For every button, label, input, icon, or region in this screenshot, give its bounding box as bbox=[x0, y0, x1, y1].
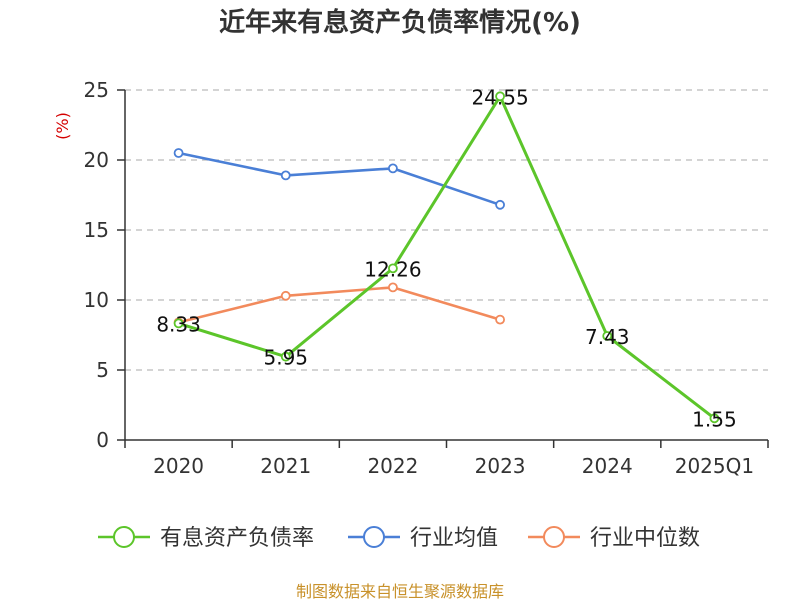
y-tick-label: 15 bbox=[84, 218, 109, 242]
grid-lines bbox=[125, 89, 768, 371]
series-layer bbox=[173, 91, 720, 424]
data-point bbox=[709, 413, 720, 424]
legend-label: 行业中位数 bbox=[590, 526, 700, 551]
data-label: 7.43 bbox=[585, 325, 630, 349]
data-labels: 8.33 5.95 12.26 24.55 7.43 1.55 bbox=[156, 85, 736, 431]
series-line-2 bbox=[178, 286, 501, 324]
legend-label: 行业均值 bbox=[410, 526, 498, 551]
y-tick-label: 10 bbox=[84, 288, 109, 312]
series-line-1 bbox=[178, 151, 501, 207]
data-point bbox=[388, 282, 398, 293]
axes: 0 5 10 15 20 25 2020 2021 2022 2023 2024 2025Q1 bbox=[84, 78, 769, 478]
y-tick-label: 0 bbox=[96, 428, 109, 452]
legend-item-2[interactable]: 行业中位数 bbox=[528, 526, 700, 551]
data-point bbox=[495, 199, 505, 210]
data-point bbox=[173, 148, 184, 158]
data-point bbox=[280, 351, 291, 362]
x-tick-label: 2024 bbox=[582, 454, 633, 478]
legend[interactable]: 有息资产负债率 行业均值 行业中位数 bbox=[98, 526, 700, 551]
x-tick-label: 2021 bbox=[260, 454, 311, 478]
legend-item-1[interactable]: 行业均值 bbox=[348, 526, 498, 551]
data-point bbox=[280, 170, 291, 181]
data-point bbox=[602, 331, 613, 341]
data-label: 5.95 bbox=[263, 346, 308, 370]
y-tick-label: 20 bbox=[84, 148, 109, 172]
data-label: 8.33 bbox=[156, 312, 201, 336]
x-tick-label: 2022 bbox=[367, 454, 418, 478]
x-tick-label: 2020 bbox=[153, 454, 204, 478]
data-point bbox=[495, 314, 505, 325]
series-line-0 bbox=[178, 94, 716, 420]
data-point bbox=[280, 290, 291, 301]
y-tick-label: 25 bbox=[84, 78, 109, 102]
data-label: 12.26 bbox=[364, 257, 421, 281]
legend-marker bbox=[363, 526, 385, 548]
data-label: 1.55 bbox=[692, 407, 737, 431]
y-axis-unit-label: (%) bbox=[53, 112, 72, 140]
data-point bbox=[173, 318, 184, 329]
data-point bbox=[388, 263, 398, 274]
data-point bbox=[388, 163, 398, 174]
source-note: 制图数据来自恒生聚源数据库 bbox=[295, 582, 504, 601]
data-point bbox=[495, 91, 505, 102]
legend-marker bbox=[543, 526, 565, 548]
chart-title: 近年来有息资产负债率情况(%) bbox=[219, 8, 581, 38]
legend-label: 有息资产负债率 bbox=[160, 526, 314, 551]
x-tick-label: 2025Q1 bbox=[675, 454, 754, 478]
legend-marker bbox=[113, 526, 135, 548]
x-tick-label: 2023 bbox=[475, 454, 526, 478]
legend-item-0[interactable]: 有息资产负债率 bbox=[98, 526, 314, 551]
y-tick-label: 5 bbox=[96, 358, 109, 382]
data-label: 24.55 bbox=[471, 85, 528, 109]
